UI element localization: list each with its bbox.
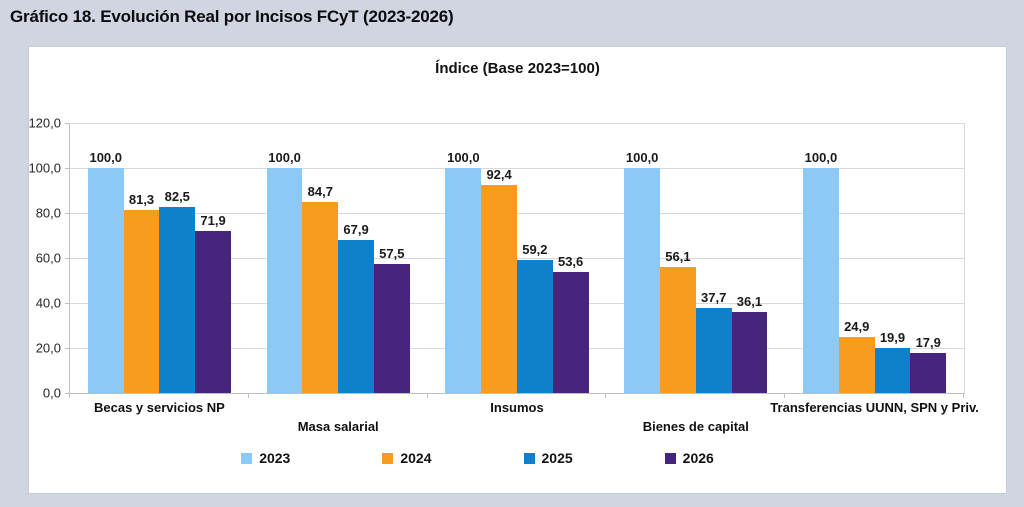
chart-container: Índice (Base 2023=100) 0,0 20,0 40,0 60,0 80… — [28, 46, 1007, 494]
legend-label: 2024 — [400, 450, 432, 466]
gridline — [70, 213, 964, 214]
bar-2024 — [302, 202, 339, 393]
legend-swatch-2024 — [382, 452, 394, 464]
bar-2024 — [660, 266, 696, 393]
y-axis-tick-label: 60,0 — [35, 250, 61, 266]
chart-subtitle: Índice (Base 2023=100) — [435, 60, 600, 77]
category-label: Becas y servicios NP — [93, 400, 225, 415]
bar-value-label: 67,9 — [343, 222, 369, 238]
bar-value-label: 36,1 — [736, 293, 763, 309]
bar-2025 — [695, 308, 732, 393]
bar-2024 — [481, 185, 517, 393]
bar-2025 — [517, 259, 553, 393]
x-axis-tick — [426, 393, 428, 398]
legend-swatch-2025 — [523, 452, 535, 464]
y-axis-tick — [65, 213, 70, 214]
plot-area: 0,0 20,0 40,0 60,0 80,0 100,0 120,0 100,0 81,3 82… — [28, 116, 978, 435]
y-axis-tick — [65, 348, 70, 349]
y-axis-tick-label: 120,0 — [28, 115, 61, 131]
bar-2023 — [87, 168, 124, 393]
bar-2023 — [266, 168, 303, 393]
bar-value-label: 24,9 — [844, 318, 870, 334]
bar-value-label: 56,1 — [665, 248, 691, 264]
bar-2026 — [552, 272, 589, 393]
y-axis-tick — [65, 168, 70, 169]
x-axis-tick — [247, 393, 249, 398]
bar-value-label: 19,9 — [879, 330, 906, 346]
bar-2023 — [624, 168, 661, 393]
bar-2026 — [373, 263, 410, 393]
bar-value-label: 17,9 — [915, 334, 941, 350]
legend-item-2026: 2026 — [664, 450, 714, 466]
x-axis-tick — [605, 393, 607, 398]
bar-value-label: 92,4 — [486, 167, 512, 183]
legend-item-2025: 2025 — [523, 450, 573, 466]
bar-value-label: 57,5 — [379, 245, 405, 261]
bar-value-label: 71,9 — [200, 213, 226, 229]
category-label: Insumos — [490, 400, 544, 415]
bar-value-label: 100,0 — [447, 150, 480, 165]
legend-swatch-2023 — [241, 452, 253, 464]
x-axis-tick — [69, 393, 70, 398]
bar-2025 — [159, 207, 196, 393]
bar-value-label: 100,0 — [268, 150, 301, 165]
bar-2024 — [838, 336, 875, 393]
bar-2025 — [874, 348, 911, 393]
y-axis-tick-label: 40,0 — [35, 295, 61, 311]
legend-item-2023: 2023 — [241, 450, 290, 466]
y-axis-tick-label: 20,0 — [35, 340, 61, 356]
bar-value-label: 81,3 — [128, 192, 155, 208]
y-axis-tick — [65, 258, 70, 259]
bar-value-label: 82,5 — [164, 189, 190, 205]
bar-2023 — [445, 168, 482, 393]
bar-2025 — [338, 240, 374, 393]
bar-value-label: 100,0 — [89, 150, 123, 165]
y-axis-tick-label: 80,0 — [35, 205, 61, 221]
legend-label: 2023 — [259, 450, 291, 466]
x-axis-tick — [784, 393, 786, 398]
y-axis-tick — [65, 303, 70, 304]
bar-2026 — [731, 311, 768, 393]
bar-value-label: 100,0 — [625, 150, 659, 165]
legend-label: 2025 — [541, 450, 573, 466]
y-axis-tick — [65, 393, 70, 394]
legend: 2023 2024 2025 2026 — [0, 450, 966, 466]
figure-title: Gráfico 18. Evolución Real por Incisos F… — [10, 7, 454, 26]
y-axis-tick-label: 100,0 — [28, 160, 61, 176]
category-label: Transferencias UUNN, SPN y Priv. — [770, 400, 979, 415]
gridline — [70, 258, 964, 259]
bar-value-label: 59,2 — [522, 241, 548, 257]
x-axis-tick — [963, 393, 964, 398]
legend-item-2024: 2024 — [382, 450, 432, 466]
bar-value-label: 53,6 — [557, 254, 584, 270]
y-axis-tick — [65, 123, 70, 124]
bar-value-label: 100,0 — [804, 150, 838, 165]
gridline — [70, 168, 964, 169]
bar-value-label: 84,7 — [307, 184, 333, 200]
category-label: Bienes de capital — [642, 419, 749, 434]
bar-2023 — [803, 168, 839, 393]
bar-value-label: 37,7 — [701, 290, 727, 306]
category-label: Masa salarial — [297, 419, 379, 434]
bar-2026 — [195, 231, 231, 393]
legend-swatch-2026 — [664, 452, 676, 464]
bar-2024 — [123, 210, 160, 393]
gridline — [70, 123, 964, 124]
bar-2026 — [910, 352, 947, 393]
y-axis-tick-label: 0,0 — [42, 385, 61, 401]
legend-label: 2026 — [682, 450, 714, 466]
